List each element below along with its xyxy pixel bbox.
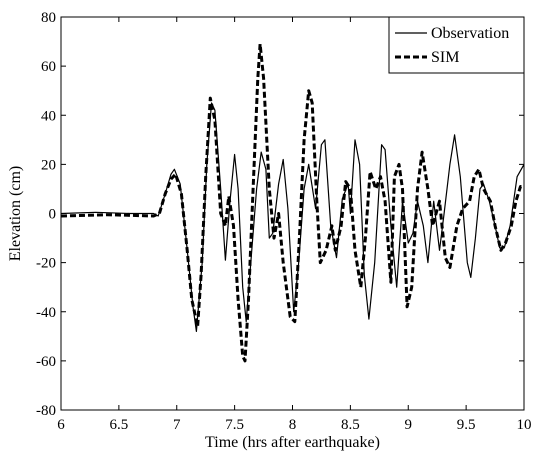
x-tick-label: 9	[405, 417, 413, 433]
x-tick-label: 8	[289, 417, 297, 433]
series-lines	[60, 42, 525, 363]
x-tick-label: 6.5	[110, 417, 129, 433]
y-axis-label: Elevation (cm)	[7, 166, 24, 262]
axis-ticks	[60, 16, 525, 411]
series-line-sim	[60, 42, 524, 363]
x-tick-label: 9.5	[457, 417, 476, 433]
y-tick-label: 80	[41, 10, 56, 26]
legend-box	[388, 16, 525, 74]
y-tick-label: -20	[36, 256, 56, 272]
y-tick-label: -80	[36, 403, 56, 419]
legend: Observation SIM	[388, 16, 525, 74]
legend-label-observation: Observation	[431, 25, 509, 42]
legend-label-sim: SIM	[431, 49, 459, 66]
x-tick-label: 7	[173, 417, 181, 433]
y-tick-label: 0	[49, 207, 57, 223]
x-axis-label: Time (hrs after earthquake)	[205, 434, 380, 451]
x-tick-label: 7.5	[225, 417, 244, 433]
x-tick-label: 8.5	[341, 417, 360, 433]
y-tick-label: -60	[36, 354, 56, 370]
x-tick-label: 6	[57, 417, 65, 433]
x-tick-labels: 6 6.5 7 7.5 8 8.5 9 9.5 10	[57, 417, 531, 433]
y-tick-label: -40	[36, 305, 56, 321]
x-tick-label: 10	[517, 417, 532, 433]
y-tick-label: 20	[41, 157, 56, 173]
y-tick-label: 60	[41, 59, 56, 75]
y-tick-labels: 80 60 40 20 0 -20 -40 -60 -80	[36, 10, 56, 419]
y-tick-label: 40	[41, 108, 56, 124]
